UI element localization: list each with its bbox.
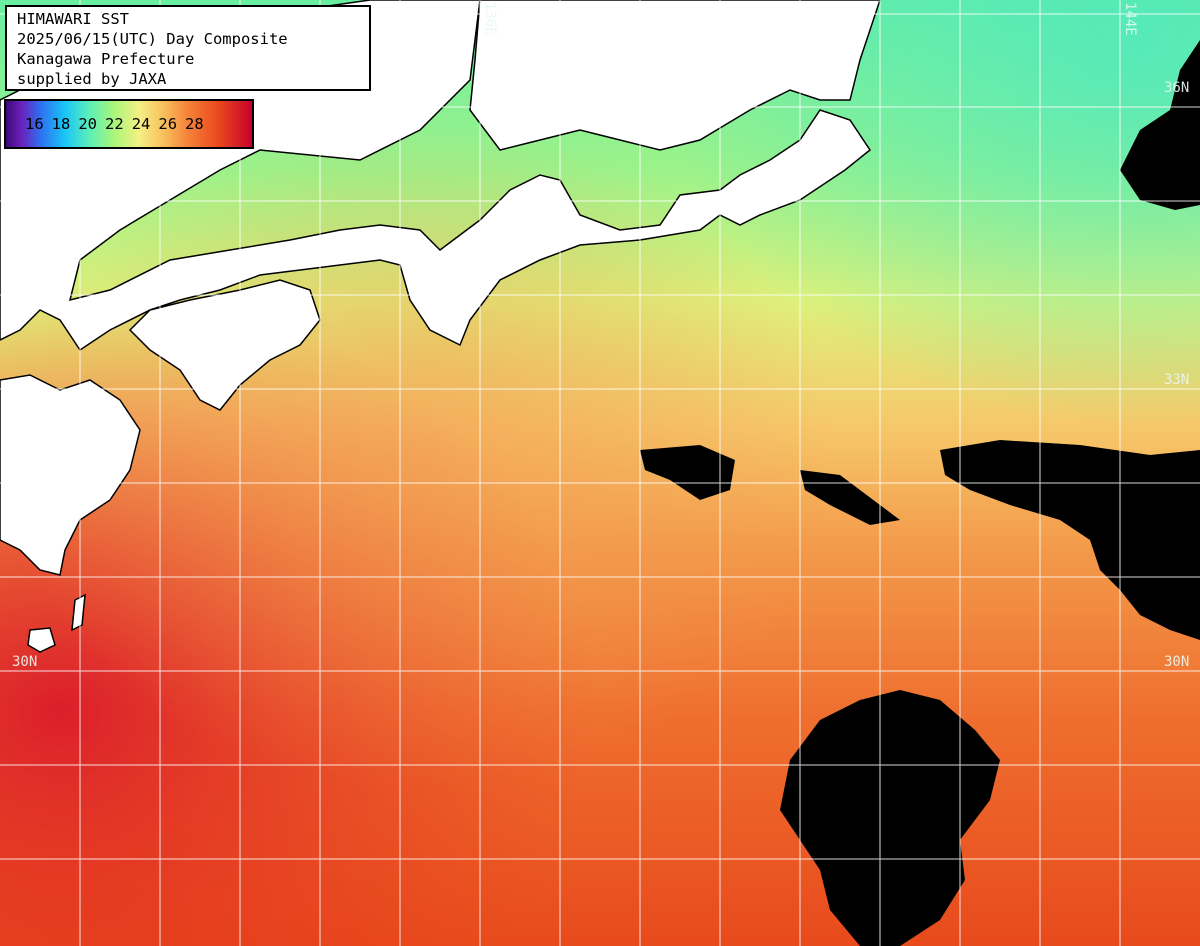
lon-label-144e: 144E: [1122, 2, 1138, 36]
cloud-northeast: [1120, 40, 1200, 210]
tanegashima: [27, 627, 56, 653]
title-line-source: supplied by JAXA: [17, 70, 167, 88]
legend-tick: 16: [25, 115, 44, 133]
honshu-central: [469, 0, 881, 151]
cloud-patch-2: [800, 470, 900, 525]
title-line-date: 2025/06/15(UTC) Day Composite: [17, 30, 288, 48]
lat-label-30n-right: 30N: [1164, 654, 1190, 670]
title-line-region: Kanagawa Prefecture: [17, 50, 195, 68]
lat-label-30n-left: 30N: [12, 654, 38, 670]
lat-label-36n: 36N: [1164, 80, 1190, 96]
temperature-legend: 16 18 20 22 24 26 28: [4, 99, 254, 149]
lon-label-136e: 136E: [482, 2, 498, 36]
yakushima: [71, 593, 86, 632]
legend-labels: 16 18 20 22 24 26 28: [6, 101, 252, 147]
legend-tick: 18: [51, 115, 71, 133]
title-line-product: HIMAWARI SST: [17, 10, 129, 28]
cloud-mask: [640, 40, 1200, 946]
cloud-south: [780, 690, 1000, 946]
cloud-patch-1: [640, 445, 735, 500]
legend-tick: 26: [158, 115, 178, 133]
title-box: HIMAWARI SST 2025/06/15(UTC) Day Composi…: [5, 5, 371, 91]
legend-tick: 22: [105, 115, 124, 133]
lat-label-33n: 33N: [1164, 372, 1190, 388]
legend-tick: 28: [185, 115, 204, 133]
legend-tick: 20: [78, 115, 98, 133]
kyushu: [0, 374, 141, 576]
legend-tick: 24: [131, 115, 151, 133]
cloud-east: [940, 440, 1200, 640]
